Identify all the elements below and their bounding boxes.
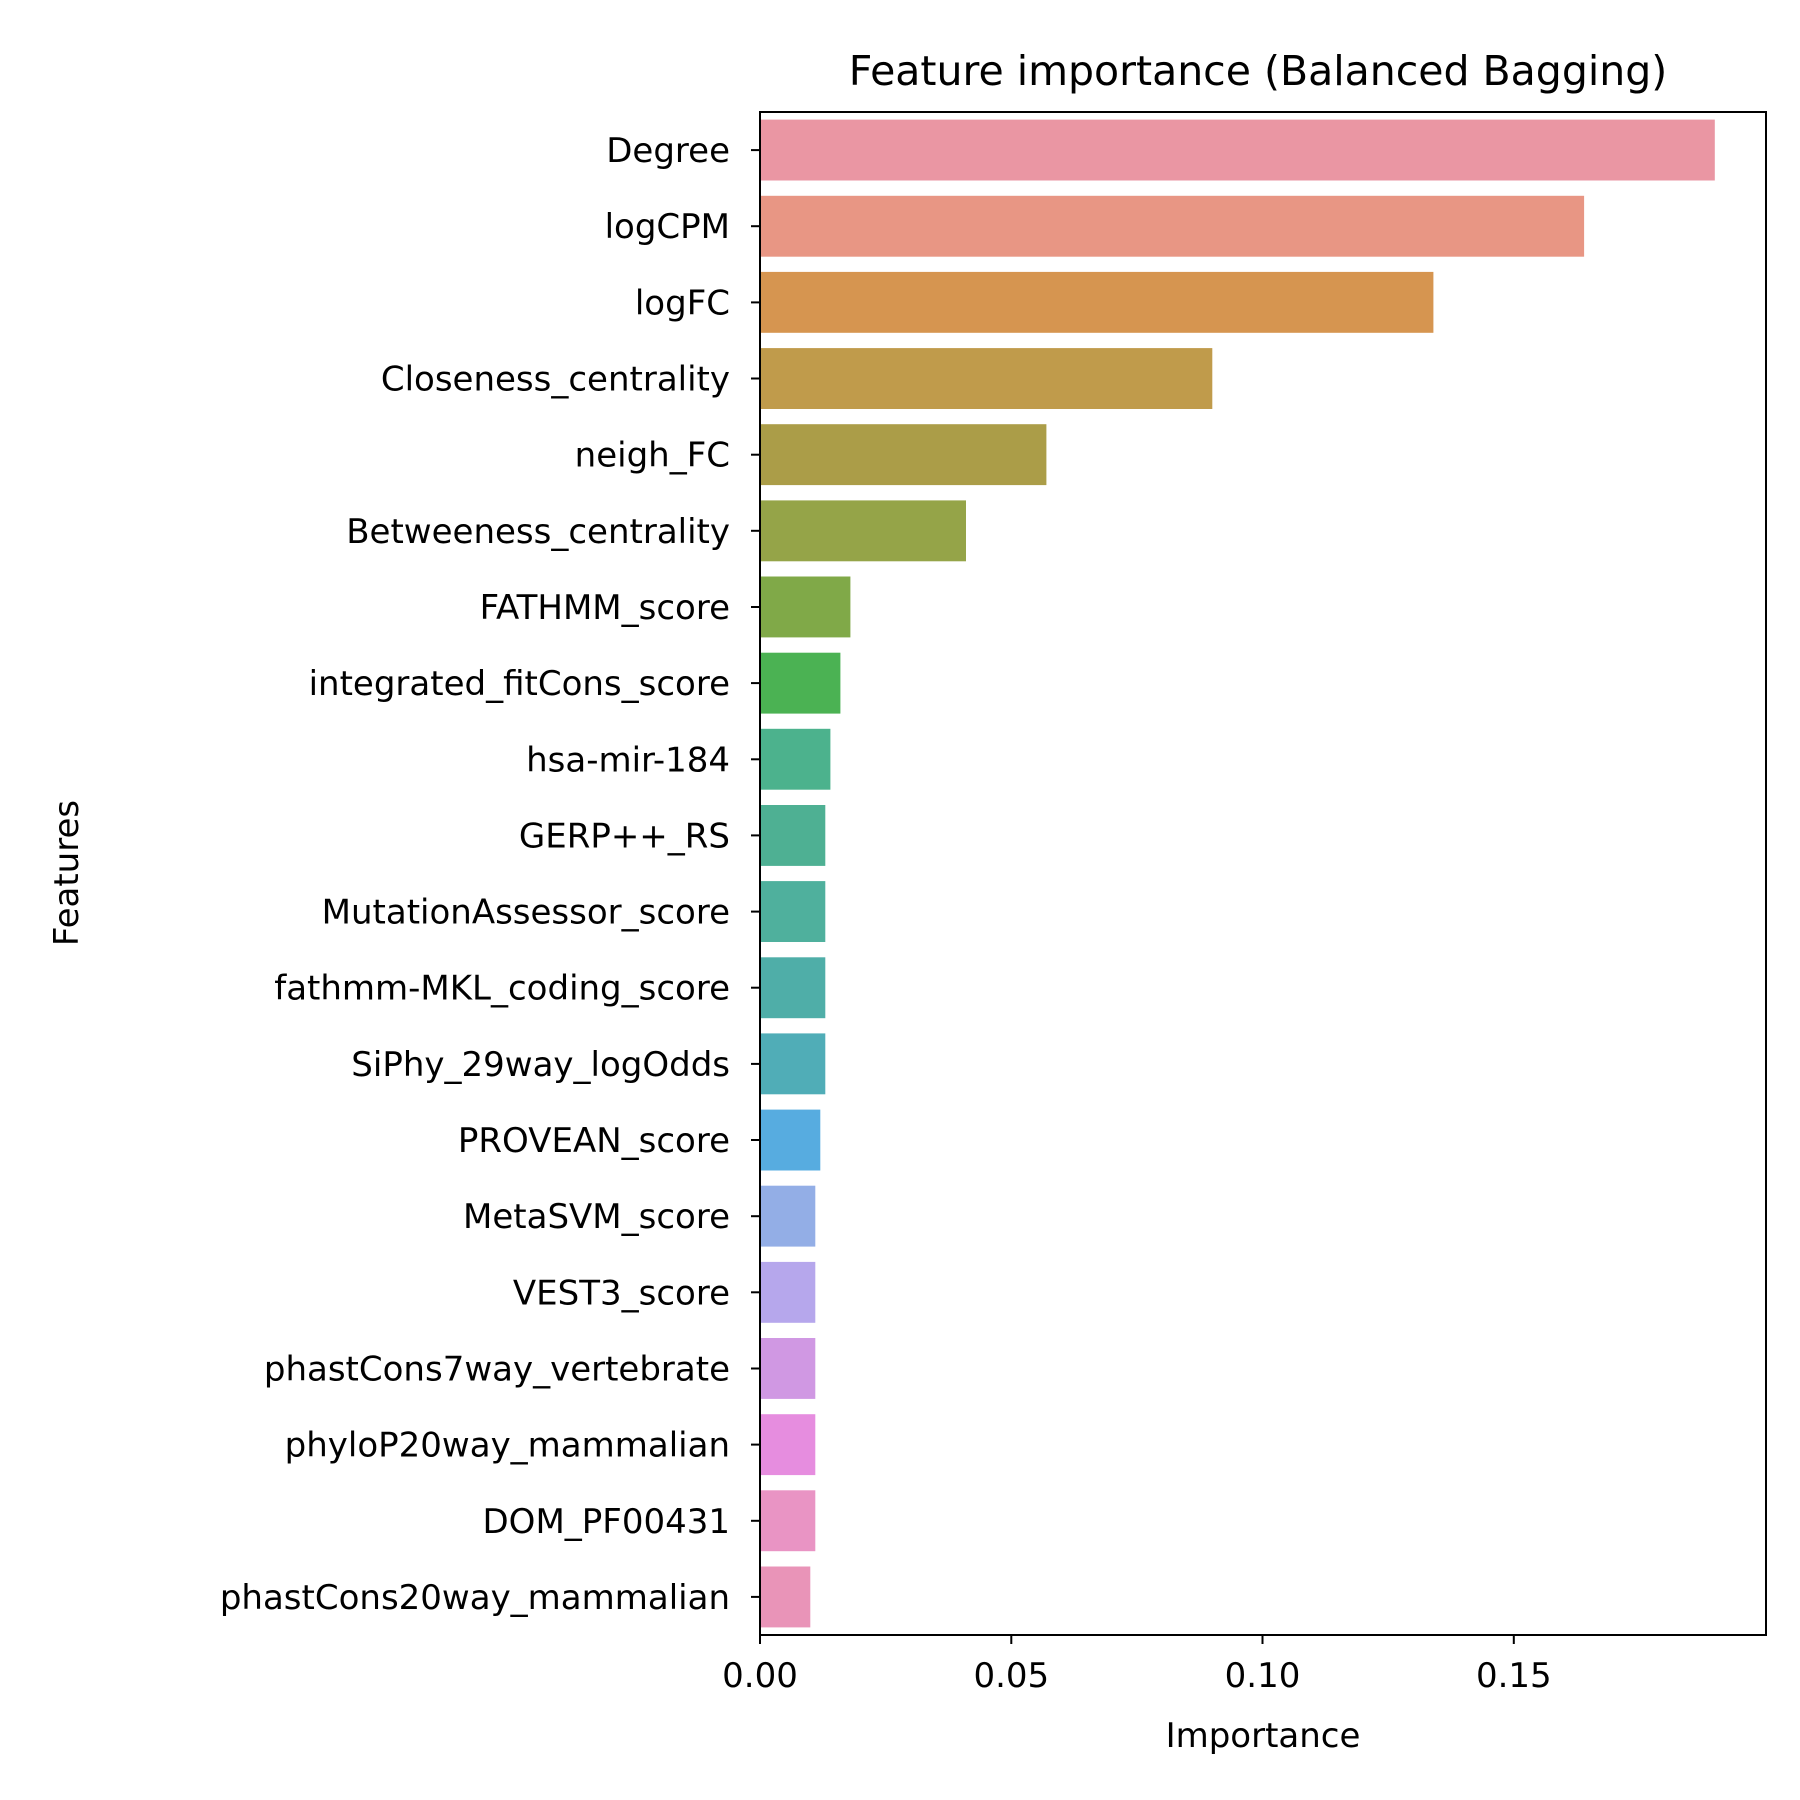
bar-Betweeness_centrality <box>760 500 966 562</box>
bar-PROVEAN_score <box>760 1109 821 1171</box>
y-tick-label: logCPM <box>605 207 730 247</box>
x-tick-label: 0.10 <box>1225 1656 1301 1696</box>
bar-phyloP20way_mammalian <box>760 1414 816 1476</box>
y-tick-label: fathmm-MKL_coding_score <box>274 969 730 1009</box>
bar-logCPM <box>760 195 1585 257</box>
bar-group <box>760 119 1715 1628</box>
bar-integrated_fitCons_score <box>760 652 841 714</box>
bar-hsa-mir-184 <box>760 728 831 790</box>
y-tick-label: hsa-mir-184 <box>526 740 730 780</box>
y-axis-label: Features <box>47 800 87 946</box>
y-tick-label: VEST3_score <box>513 1273 730 1313</box>
x-tick-label: 0.15 <box>1476 1656 1552 1696</box>
bar-phastCons7way_vertebrate <box>760 1338 816 1399</box>
chart-title: Feature importance (Balanced Bagging) <box>849 47 1668 95</box>
bar-MetaSVM_score <box>760 1185 816 1247</box>
bar-GERP++_RS <box>760 805 826 866</box>
y-tick-label: SiPhy_29way_logOdds <box>351 1045 730 1085</box>
y-tick-label: phastCons20way_mammalian <box>220 1578 730 1618</box>
bar-logFC <box>760 271 1434 333</box>
bar-phastCons20way_mammalian <box>760 1566 811 1628</box>
y-tick-label: MutationAssessor_score <box>322 893 730 933</box>
x-tick-label: 0.00 <box>722 1656 798 1696</box>
bar-MutationAssessor_score <box>760 881 826 942</box>
x-axis-ticks: 0.00 0.05 0.10 0.15 <box>722 1635 1552 1696</box>
plot-frame <box>759 111 1767 1636</box>
y-tick-label: neigh_FC <box>575 436 730 476</box>
y-tick-label: integrated_fitCons_score <box>309 664 730 704</box>
x-axis-label: Importance <box>1166 1716 1361 1756</box>
y-tick-label: Closeness_centrality <box>381 360 730 400</box>
y-tick-label: PROVEAN_score <box>458 1121 730 1161</box>
y-tick-label: Degree <box>606 131 730 171</box>
x-tick-label: 0.05 <box>973 1656 1049 1696</box>
y-tick-label: phyloP20way_mammalian <box>285 1426 730 1466</box>
y-tick-label: logFC <box>635 283 730 323</box>
y-tick-label: phastCons7way_vertebrate <box>264 1350 730 1390</box>
bar-FATHMM_score <box>760 576 851 638</box>
bar-Closeness_centrality <box>760 348 1213 409</box>
y-tick-label: Betweeness_centrality <box>346 512 730 552</box>
bar-SiPhy_29way_logOdds <box>760 1033 826 1095</box>
bar-Degree <box>760 119 1715 181</box>
y-tick-label: DOM_PF00431 <box>483 1502 731 1542</box>
y-tick-label: MetaSVM_score <box>463 1197 730 1237</box>
bar-fathmm-MKL_coding_score <box>760 957 826 1019</box>
bar-VEST3_score <box>760 1261 816 1323</box>
y-tick-label: FATHMM_score <box>480 588 730 628</box>
y-axis-ticks: Degree logCPM logFC Closeness_centralitynei… <box>220 131 760 1618</box>
bar-neigh_FC <box>760 424 1047 486</box>
y-tick-label: GERP++_RS <box>519 816 730 856</box>
bar-DOM_PF00431 <box>760 1490 816 1552</box>
